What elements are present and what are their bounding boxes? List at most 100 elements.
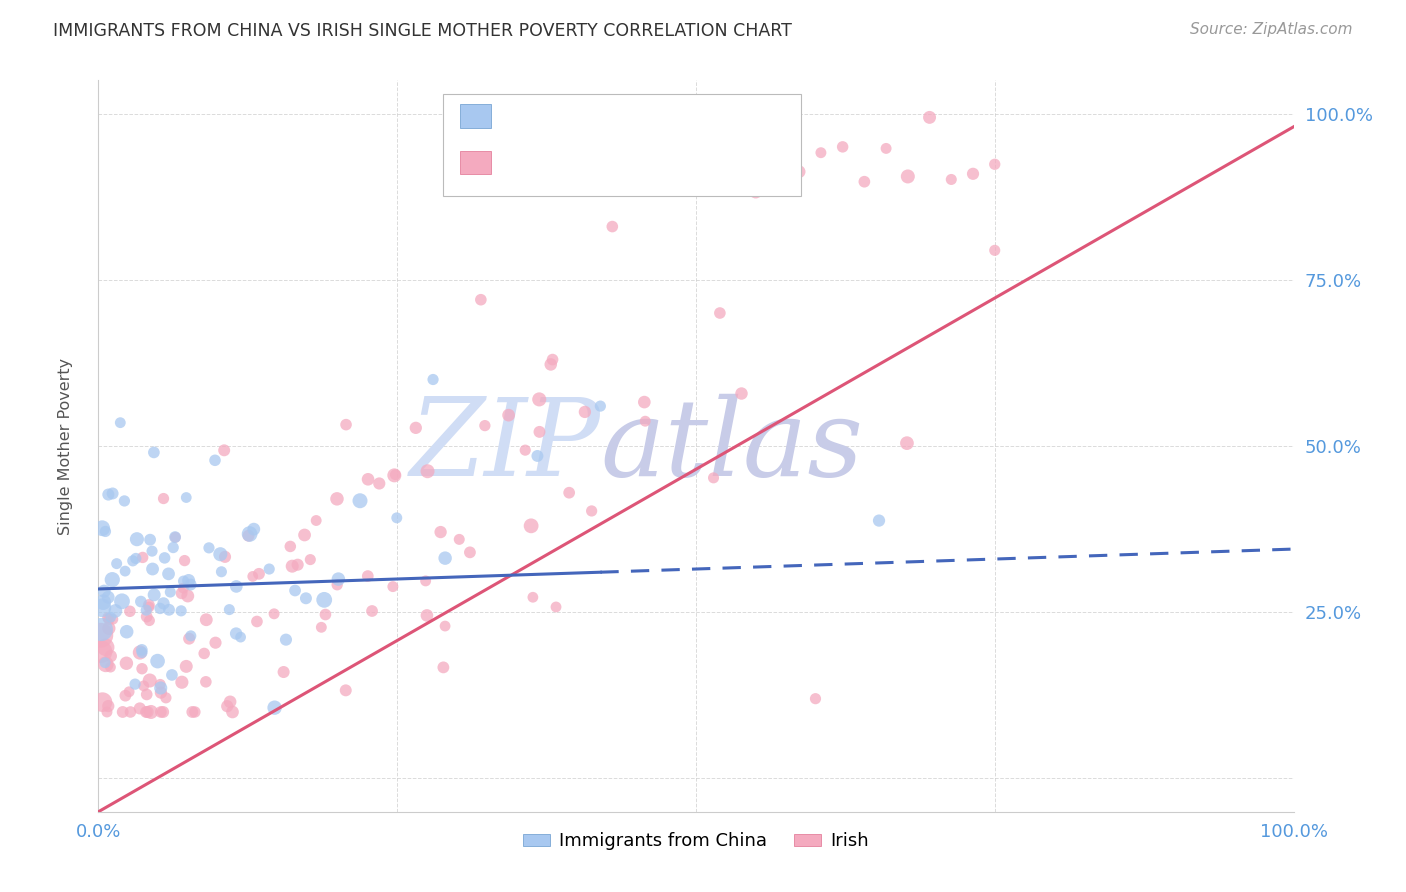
Point — [221, 705, 243, 719]
Point — [131, 646, 153, 660]
Point — [520, 519, 543, 533]
Point — [326, 578, 349, 592]
Point — [212, 443, 235, 458]
Point — [368, 476, 391, 491]
Point — [422, 372, 444, 386]
Point — [111, 705, 134, 719]
Point — [118, 604, 141, 618]
Point — [274, 632, 297, 647]
Point — [131, 550, 153, 565]
Point — [115, 624, 138, 639]
Point — [180, 577, 202, 591]
Point — [745, 185, 768, 199]
Point — [135, 609, 157, 624]
Point — [91, 521, 114, 535]
Point — [273, 665, 295, 679]
Point — [165, 530, 187, 544]
Point — [173, 553, 195, 567]
Text: R =: R = — [502, 109, 536, 127]
Point — [314, 592, 336, 607]
Point — [574, 405, 596, 419]
Point — [529, 392, 551, 407]
Point — [238, 529, 260, 543]
Point — [94, 656, 117, 670]
Point — [97, 591, 120, 605]
Point — [141, 544, 163, 558]
Point — [217, 699, 239, 714]
Point — [118, 685, 141, 699]
Point — [132, 679, 155, 693]
Point — [239, 527, 262, 541]
Text: R =: R = — [502, 155, 536, 173]
Text: 122: 122 — [662, 155, 703, 174]
Text: IMMIGRANTS FROM CHINA VS IRISH SINGLE MOTHER POVERTY CORRELATION CHART: IMMIGRANTS FROM CHINA VS IRISH SINGLE MO… — [53, 22, 793, 40]
Point — [281, 559, 304, 574]
Point — [94, 524, 117, 539]
Point — [98, 612, 121, 626]
Point — [702, 471, 724, 485]
Point — [120, 705, 142, 719]
Point — [382, 468, 405, 483]
Point — [114, 564, 136, 578]
Point — [139, 705, 162, 719]
Point — [311, 620, 333, 634]
Text: ZIP: ZIP — [409, 393, 600, 499]
Point — [434, 551, 457, 566]
Point — [138, 600, 160, 615]
Point — [170, 675, 193, 690]
Point — [730, 386, 752, 401]
Point — [136, 705, 159, 719]
Text: N =: N = — [620, 155, 654, 173]
Point — [897, 169, 920, 184]
Point — [181, 705, 204, 719]
Point — [152, 705, 174, 719]
Point — [449, 533, 471, 547]
Point — [160, 668, 183, 682]
Point — [432, 660, 454, 674]
Point — [115, 657, 138, 671]
Point — [159, 585, 181, 599]
Point — [225, 579, 247, 593]
Point — [198, 541, 221, 555]
Text: N =: N = — [620, 109, 654, 127]
Point — [114, 689, 136, 703]
Point — [209, 547, 232, 561]
Point — [135, 603, 157, 617]
Point — [263, 700, 285, 714]
Point — [149, 677, 172, 691]
Point — [470, 293, 492, 307]
Point — [541, 352, 564, 367]
Point — [831, 140, 853, 154]
Point — [384, 467, 406, 482]
Point — [157, 603, 180, 617]
Point — [129, 594, 152, 608]
Point — [218, 602, 240, 616]
Point — [544, 599, 567, 614]
Point — [131, 643, 153, 657]
Point — [172, 581, 194, 595]
Point — [91, 595, 114, 609]
Point — [540, 358, 562, 372]
Point — [326, 491, 349, 506]
Point — [142, 445, 165, 459]
Point — [100, 610, 122, 624]
Point — [361, 604, 384, 618]
Point — [243, 522, 266, 536]
Point — [129, 645, 152, 659]
Point — [214, 549, 236, 564]
Point — [194, 674, 217, 689]
Point — [131, 662, 153, 676]
Point — [177, 589, 200, 603]
Point — [804, 691, 827, 706]
Point — [299, 552, 322, 566]
Point — [135, 688, 157, 702]
Point — [177, 574, 200, 588]
Text: 71: 71 — [662, 109, 689, 128]
Point — [458, 545, 481, 559]
Point — [105, 557, 128, 571]
Point — [90, 645, 112, 659]
Point — [152, 596, 174, 610]
Point — [204, 453, 226, 467]
Point — [257, 562, 280, 576]
Point — [287, 558, 309, 572]
